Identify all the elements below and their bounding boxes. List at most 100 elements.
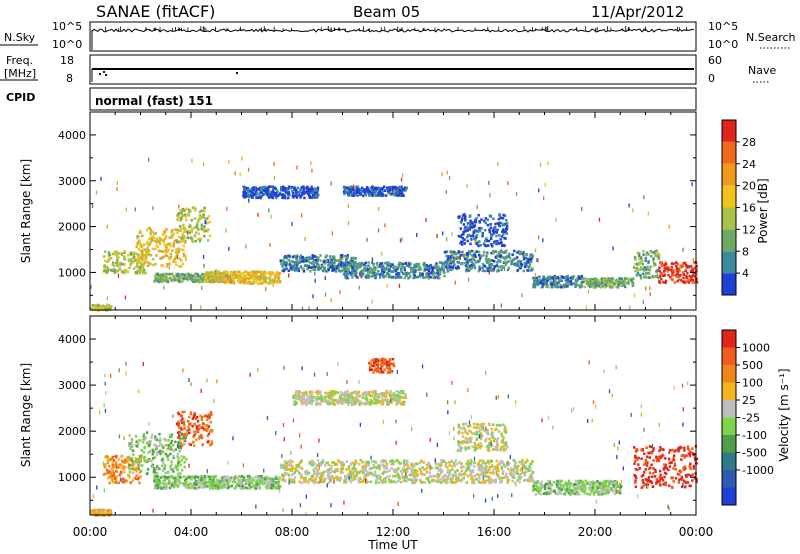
- echo-cell: [136, 262, 139, 265]
- echo-cell: [163, 272, 166, 276]
- echo-cell: [477, 213, 480, 217]
- echo-cell: [570, 282, 573, 285]
- echo-cell: [474, 220, 478, 224]
- echo-cell: [478, 254, 481, 257]
- echo-cell: [682, 247, 684, 252]
- echo-cell: [361, 261, 364, 265]
- echo-cell: [220, 273, 223, 277]
- echo-cell: [231, 271, 234, 275]
- echo-cell: [164, 475, 167, 479]
- echo-cell: [474, 236, 477, 240]
- station-title: SANAE (fitACF): [96, 2, 215, 21]
- echo-cell: [163, 278, 167, 281]
- echo-cell: [210, 275, 214, 278]
- echo-cell: [155, 244, 158, 247]
- echo-cell: [363, 475, 366, 479]
- echo-cell: [520, 463, 524, 466]
- echo-cell: [389, 263, 392, 266]
- echo-cell: [159, 442, 162, 446]
- echo-cell: [419, 268, 422, 271]
- echo-cell: [344, 270, 348, 274]
- echo-cell: [374, 268, 377, 272]
- echo-cell: [279, 259, 282, 263]
- echo-cell: [371, 275, 374, 278]
- echo-cell: [547, 161, 549, 166]
- colorbar-segment: [722, 185, 736, 208]
- echo-cell: [484, 217, 488, 220]
- echo-cell: [576, 283, 579, 287]
- echo-cell: [159, 481, 162, 485]
- echo-cell: [368, 193, 371, 196]
- echo-cell: [185, 207, 188, 211]
- echo-cell: [379, 187, 382, 191]
- echo-cell: [267, 194, 270, 197]
- echo-cell: [500, 241, 503, 245]
- echo-cell: [131, 471, 135, 475]
- echo-cell: [483, 229, 487, 232]
- echo-cell: [152, 206, 154, 211]
- echo-cell: [189, 412, 193, 416]
- echo-cell: [419, 273, 422, 277]
- echo-cell: [174, 440, 177, 444]
- echo-cell: [451, 265, 454, 269]
- echo-cell: [672, 269, 675, 272]
- echo-cell: [183, 209, 186, 212]
- echo-cell: [469, 219, 472, 223]
- echo-cell: [590, 284, 593, 288]
- echo-cell: [249, 275, 253, 278]
- echo-cell: [210, 413, 213, 416]
- echo-cell: [498, 213, 501, 216]
- echo-cell: [294, 468, 298, 471]
- echo-cell: [303, 196, 306, 200]
- echo-cell: [654, 254, 657, 258]
- echo-cell: [283, 196, 286, 200]
- echo-cell: [394, 276, 398, 280]
- echo-cell: [454, 257, 456, 261]
- echo-cell: [146, 458, 150, 462]
- echo-cell: [190, 218, 193, 222]
- echo-cell: [141, 258, 144, 262]
- echo-cell: [272, 186, 275, 190]
- echo-cell: [317, 459, 320, 462]
- echo-cell: [310, 196, 314, 199]
- echo-cell: [342, 185, 346, 189]
- echo-cell: [206, 415, 209, 419]
- echo-cell: [288, 468, 291, 471]
- echo-cell: [420, 470, 423, 473]
- echo-cell: [578, 284, 581, 287]
- echo-cell: [179, 209, 183, 213]
- echo-cell: [273, 186, 276, 190]
- echo-cell: [187, 425, 190, 429]
- echo-cell: [645, 286, 647, 291]
- echo-cell: [166, 455, 169, 458]
- echo-cell: [401, 266, 404, 269]
- echo-cell: [208, 234, 212, 238]
- echo-cell: [312, 294, 314, 299]
- echo-cell: [602, 281, 605, 284]
- echo-cell: [495, 234, 498, 238]
- echo-cell: [286, 189, 289, 193]
- echo-cell: [214, 279, 218, 282]
- freq-strip-frame: [89, 54, 697, 85]
- echo-cell: [511, 479, 514, 483]
- echo-cell: [178, 247, 182, 251]
- echo-cell: [128, 467, 131, 471]
- echo-cell: [377, 228, 380, 233]
- echo-cell: [496, 261, 499, 264]
- echo-cell: [210, 270, 213, 274]
- echo-cell: [675, 273, 678, 277]
- echo-cell: [550, 283, 553, 286]
- echo-cell: [633, 256, 637, 259]
- echo-cell: [647, 268, 651, 272]
- echo-cell: [366, 269, 369, 272]
- echo-cell: [192, 423, 196, 426]
- echo-cell: [244, 277, 247, 281]
- echo-cell: [133, 476, 136, 480]
- echo-cell: [306, 185, 309, 189]
- echo-cell: [543, 279, 547, 283]
- echo-cell: [128, 442, 131, 445]
- echo-cell: [291, 222, 293, 226]
- echo-cell: [521, 471, 524, 475]
- echo-cell: [108, 481, 111, 485]
